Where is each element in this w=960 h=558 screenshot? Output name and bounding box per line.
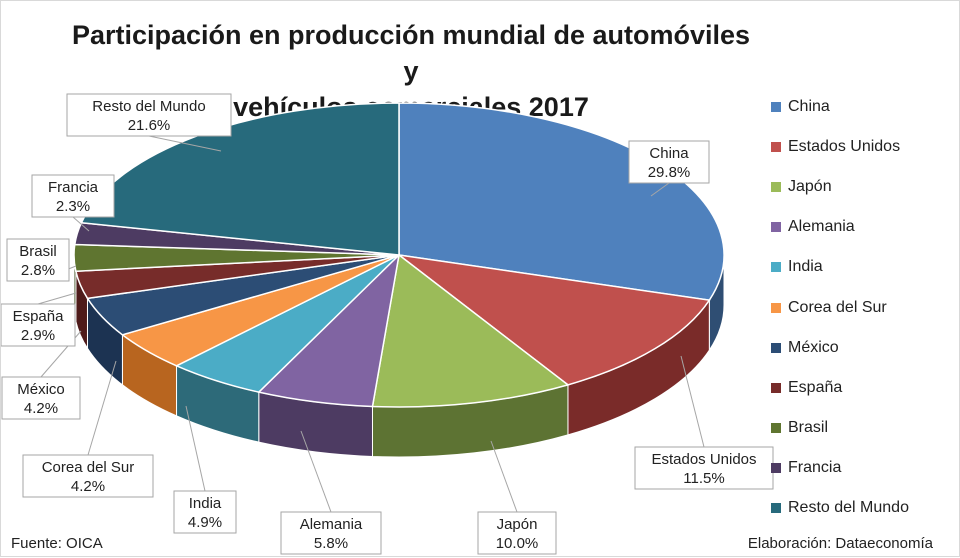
data-label-category-francia: Francia xyxy=(48,179,99,196)
data-label-value-india: 4.9% xyxy=(188,514,222,531)
data-label-category-espana: España xyxy=(13,308,65,325)
leader-line-espana xyxy=(37,292,77,305)
legend-item-mexico: México xyxy=(771,328,956,368)
leader-line-corea-del-sur xyxy=(87,360,117,456)
legend-label-alemania: Alemania xyxy=(788,218,855,236)
legend-item-japon: Japón xyxy=(771,167,956,207)
data-label-value-francia: 2.3% xyxy=(56,198,90,215)
legend-label-japon: Japón xyxy=(788,178,832,196)
data-label-box-brasil xyxy=(6,238,70,282)
legend-swatch-alemania xyxy=(771,222,781,233)
legend-swatch-brasil xyxy=(771,422,781,433)
data-label-value-alemania: 5.8% xyxy=(314,535,348,552)
data-label-category-mexico: México xyxy=(17,381,65,398)
credit-note: Elaboración: Dataeconomía xyxy=(747,535,933,552)
legend-swatch-india xyxy=(771,262,781,273)
legend-label-espana: España xyxy=(788,378,843,396)
data-label-value-corea-del-sur: 4.2% xyxy=(71,478,105,495)
legend-label-mexico: México xyxy=(788,338,839,356)
legend-swatch-espana xyxy=(771,382,781,393)
leader-line-resto-del-mundo xyxy=(148,135,222,152)
leader-line-francia xyxy=(72,216,90,232)
data-label-value-mexico: 4.2% xyxy=(24,400,58,417)
legend-swatch-china xyxy=(771,102,781,113)
legend-item-francia: Francia xyxy=(771,448,956,488)
legend-label-brasil: Brasil xyxy=(788,418,829,436)
data-label-category-japon: Japón xyxy=(497,516,538,533)
data-label-box-francia xyxy=(31,174,115,218)
data-label-category-corea-del-sur: Corea del Sur xyxy=(42,459,135,476)
chart-title-line-1: Participación en producción mundial de a… xyxy=(71,20,751,86)
data-label-box-china xyxy=(628,140,710,184)
data-label-value-china: 29.8% xyxy=(648,164,691,181)
legend-swatch-mexico xyxy=(771,342,781,353)
legend-label-resto-del-mundo: Resto del Mundo xyxy=(788,498,909,516)
legend-item-china: China xyxy=(771,87,956,127)
leader-line-india xyxy=(185,405,206,492)
legend-swatch-francia xyxy=(771,462,781,473)
legend-item-resto-del-mundo: Resto del Mundo xyxy=(771,488,956,528)
pie-slice-estados-unidos xyxy=(396,253,711,386)
legend-label-corea-del-sur: Corea del Sur xyxy=(788,298,887,316)
legend-item-india: India xyxy=(771,247,956,287)
leader-line-china xyxy=(650,182,670,197)
data-label-category-alemania: Alemania xyxy=(300,516,363,533)
source-note: Fuente: OICA xyxy=(11,535,103,552)
leader-line-japon xyxy=(490,440,518,513)
pie-slice-japon xyxy=(371,253,570,408)
legend-item-alemania: Alemania xyxy=(771,207,956,247)
legend: China Estados Unidos Japón Alemania India Cor… xyxy=(771,87,956,528)
data-label-category-china: China xyxy=(649,145,689,162)
data-label-box-espana xyxy=(1,303,76,347)
legend-label-china: China xyxy=(788,98,830,116)
legend-swatch-japon xyxy=(771,182,781,193)
data-label-category-brasil: Brasil xyxy=(19,243,57,260)
data-label-category-estados-unidos: Estados Unidos xyxy=(651,451,756,468)
legend-item-espana: España xyxy=(771,368,956,408)
legend-item-brasil: Brasil xyxy=(771,408,956,448)
leader-line-alemania xyxy=(300,430,332,513)
legend-label-estados-unidos: Estados Unidos xyxy=(788,138,901,156)
legend-swatch-estados-unidos xyxy=(771,142,781,153)
data-label-box-estados-unidos xyxy=(634,446,774,490)
data-label-value-japon: 10.0% xyxy=(496,535,539,552)
legend-item-estados-unidos: Estados Unidos xyxy=(771,127,956,167)
data-label-box-alemania xyxy=(280,511,382,555)
legend-swatch-resto-del-mundo xyxy=(771,502,781,513)
data-label-box-india xyxy=(173,490,237,534)
data-label-category-india: India xyxy=(189,495,222,512)
data-label-box-japon xyxy=(477,511,557,555)
leader-line-estados-unidos xyxy=(680,355,705,448)
data-label-value-resto-del-mundo: 21.6% xyxy=(128,117,171,134)
data-label-box-resto-del-mundo xyxy=(66,93,232,137)
data-label-box-mexico xyxy=(1,376,81,420)
legend-swatch-corea-del-sur xyxy=(771,302,781,313)
legend-label-francia: Francia xyxy=(788,458,842,476)
data-label-category-resto-del-mundo: Resto del Mundo xyxy=(92,98,205,115)
data-label-value-estados-unidos: 11.5% xyxy=(683,470,724,487)
data-label-value-espana: 2.9% xyxy=(21,327,55,344)
data-label-box-corea-del-sur xyxy=(22,454,154,498)
data-label-value-brasil: 2.8% xyxy=(21,262,55,279)
legend-label-india: India xyxy=(788,258,823,276)
legend-item-corea-del-sur: Corea del Sur xyxy=(771,287,956,327)
